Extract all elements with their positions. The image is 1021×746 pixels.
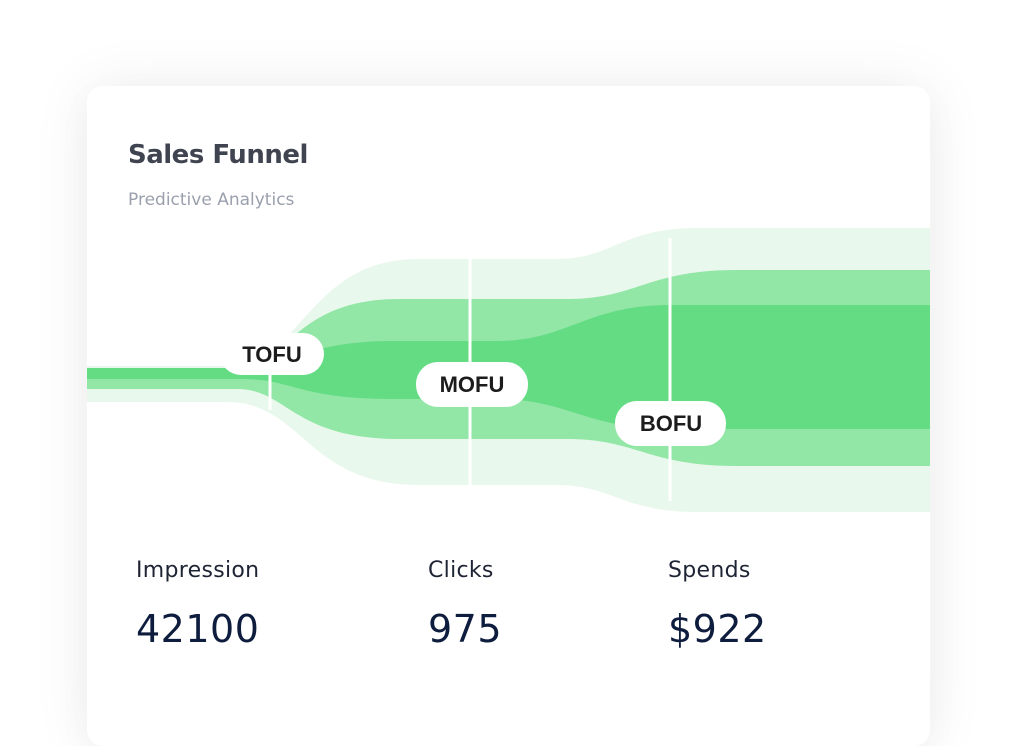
funnel-chart: TOFU MOFU BOFU bbox=[87, 228, 930, 512]
metric-value: 975 bbox=[428, 607, 503, 651]
stage-label-mofu: MOFU bbox=[440, 372, 505, 397]
card-subtitle: Predictive Analytics bbox=[128, 190, 295, 210]
stage-pill-bofu[interactable]: BOFU bbox=[615, 401, 726, 446]
metric-clicks: Clicks 975 bbox=[428, 558, 502, 651]
sales-funnel-card: Sales Funnel Predictive Analytics TOFU M… bbox=[87, 86, 930, 746]
card-title: Sales Funnel bbox=[128, 140, 308, 170]
metric-spends: Spends $922 bbox=[668, 558, 767, 651]
stage-label-tofu: TOFU bbox=[242, 342, 301, 367]
metric-value: 42100 bbox=[136, 607, 260, 651]
metric-label: Spends bbox=[668, 558, 751, 583]
metric-value: $922 bbox=[668, 607, 767, 651]
stage-label-bofu: BOFU bbox=[640, 411, 702, 436]
metric-label: Impression bbox=[136, 558, 260, 583]
metric-impression: Impression 42100 bbox=[136, 558, 259, 651]
stage-pill-tofu[interactable]: TOFU bbox=[220, 333, 324, 375]
metric-label: Clicks bbox=[428, 558, 494, 583]
stage-pill-mofu[interactable]: MOFU bbox=[416, 362, 528, 407]
